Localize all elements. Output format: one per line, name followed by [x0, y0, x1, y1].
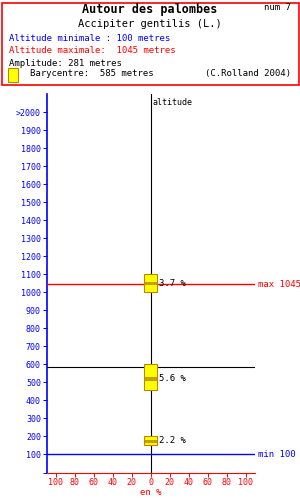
X-axis label: en %: en %: [140, 488, 161, 498]
Text: 5.6 %: 5.6 %: [159, 374, 186, 384]
Bar: [144, 378, 158, 380]
Text: max 1045: max 1045: [258, 280, 300, 288]
Bar: [144, 436, 158, 444]
Text: 2.2 %: 2.2 %: [159, 436, 186, 446]
Text: (C.Rolland 2004): (C.Rolland 2004): [205, 70, 291, 78]
Text: Altitude maximale:  1045 metres: Altitude maximale: 1045 metres: [9, 46, 175, 56]
Text: Altitude minimale : 100 metres: Altitude minimale : 100 metres: [9, 34, 170, 43]
Text: num 7: num 7: [264, 2, 291, 12]
Text: Accipiter gentilis (L.): Accipiter gentilis (L.): [78, 18, 222, 28]
Bar: [8, 68, 18, 82]
Text: min 100: min 100: [258, 450, 296, 459]
Text: altitude: altitude: [153, 98, 193, 106]
Bar: [144, 274, 158, 292]
Bar: [144, 364, 158, 390]
Bar: [144, 440, 158, 442]
Text: Barycentre:  585 metres: Barycentre: 585 metres: [30, 70, 154, 78]
Text: Amplitude: 281 metres: Amplitude: 281 metres: [9, 58, 122, 68]
Text: Autour des palombes: Autour des palombes: [82, 2, 218, 16]
Text: 3.7 %: 3.7 %: [159, 279, 186, 288]
Bar: [144, 282, 158, 284]
